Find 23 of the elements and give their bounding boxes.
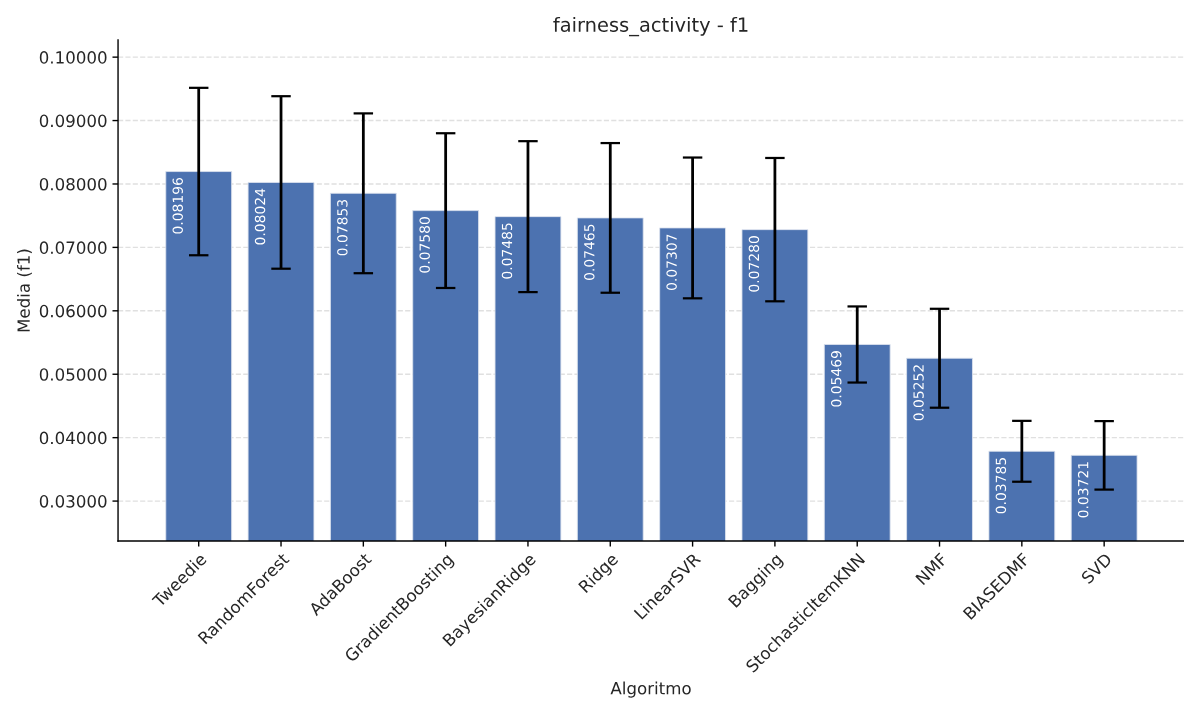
y-tick-label: 0.10000	[39, 51, 107, 64]
data-label: 0.03785	[995, 458, 1007, 514]
data-label: 0.07307	[666, 234, 677, 290]
data-label: 0.05252	[913, 365, 924, 421]
data-label: 0.07465	[584, 224, 595, 280]
y-tick-label: 0.08000	[39, 177, 107, 191]
y-tick-label: 0.03000	[39, 495, 107, 508]
y-tick-label: 0.06000	[39, 304, 107, 318]
data-label: 0.03721	[1077, 462, 1089, 518]
data-label: 0.08024	[254, 188, 266, 245]
data-label: 0.08196	[172, 177, 183, 234]
x-axis-title: Algoritmo	[610, 681, 691, 698]
data-label: 0.07853	[337, 199, 348, 256]
y-tick-label: 0.05000	[39, 368, 107, 381]
chart-title: fairness_activity - f1	[553, 16, 748, 37]
y-tick-label: 0.07000	[39, 241, 107, 254]
y-tick-label: 0.04000	[39, 431, 107, 445]
y-axis-title: Media (f1)	[17, 249, 32, 332]
data-label: 0.07280	[748, 236, 760, 292]
data-label: 0.07485	[501, 223, 513, 279]
data-label: 0.07580	[419, 217, 430, 273]
data-label: 0.05469	[830, 351, 842, 407]
y-tick-label: 0.09000	[39, 114, 107, 128]
